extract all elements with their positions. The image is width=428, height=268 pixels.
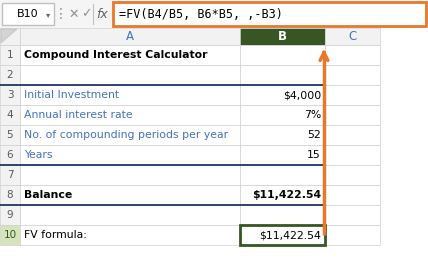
- Text: 6: 6: [7, 150, 13, 160]
- Text: 7%: 7%: [304, 110, 321, 120]
- Bar: [240, 85, 325, 105]
- Bar: [0, 145, 20, 165]
- Text: $11,422.54: $11,422.54: [259, 230, 321, 240]
- Text: fx: fx: [96, 8, 108, 20]
- Text: ⋮: ⋮: [54, 7, 68, 21]
- Text: 8: 8: [7, 190, 13, 200]
- Bar: [0, 225, 20, 245]
- Bar: [240, 28, 325, 45]
- Bar: [325, 105, 380, 125]
- Text: ▾: ▾: [46, 10, 50, 20]
- Text: No. of compounding periods per year: No. of compounding periods per year: [24, 130, 228, 140]
- Text: $4,000: $4,000: [283, 90, 321, 100]
- Bar: [325, 145, 380, 165]
- Bar: [325, 85, 380, 105]
- Bar: [0, 205, 20, 225]
- Bar: [20, 185, 240, 205]
- Text: B10: B10: [17, 9, 39, 19]
- Text: Initial Investment: Initial Investment: [24, 90, 119, 100]
- Bar: [240, 185, 325, 205]
- Text: 10: 10: [3, 230, 17, 240]
- Bar: [0, 28, 20, 45]
- Bar: [20, 105, 240, 125]
- Bar: [240, 65, 325, 85]
- Bar: [0, 185, 20, 205]
- Bar: [325, 28, 380, 45]
- Bar: [240, 105, 325, 125]
- Bar: [20, 145, 240, 165]
- Bar: [325, 125, 380, 145]
- Bar: [20, 85, 240, 105]
- Text: Years: Years: [24, 150, 53, 160]
- Bar: [325, 205, 380, 225]
- Bar: [0, 85, 20, 105]
- Bar: [20, 225, 240, 245]
- Text: Balance: Balance: [24, 190, 72, 200]
- Text: Compound Interest Calculator: Compound Interest Calculator: [24, 50, 208, 60]
- Bar: [20, 165, 240, 185]
- Bar: [113, 2, 426, 26]
- Text: ✕: ✕: [69, 8, 79, 20]
- Text: ✓: ✓: [81, 8, 91, 20]
- Text: $11,422.54: $11,422.54: [259, 230, 321, 240]
- Bar: [240, 165, 325, 185]
- Text: FV formula:: FV formula:: [24, 230, 87, 240]
- Bar: [240, 205, 325, 225]
- Bar: [325, 225, 380, 245]
- Bar: [20, 205, 240, 225]
- Text: 52: 52: [307, 130, 321, 140]
- Bar: [325, 65, 380, 85]
- Text: $11,422.54: $11,422.54: [252, 190, 321, 200]
- Bar: [325, 45, 380, 65]
- Bar: [240, 225, 325, 245]
- Text: 4: 4: [7, 110, 13, 120]
- Text: =FV(B4/B5, B6*B5, ,-B3): =FV(B4/B5, B6*B5, ,-B3): [119, 8, 283, 20]
- Text: B: B: [278, 30, 287, 43]
- Bar: [0, 165, 20, 185]
- Bar: [240, 45, 325, 65]
- Bar: [0, 0, 428, 28]
- Text: C: C: [348, 30, 357, 43]
- Bar: [325, 185, 380, 205]
- Bar: [240, 145, 325, 165]
- Bar: [20, 28, 240, 45]
- Bar: [20, 65, 240, 85]
- Bar: [0, 125, 20, 145]
- Text: 15: 15: [307, 150, 321, 160]
- Text: 9: 9: [7, 210, 13, 220]
- Text: 3: 3: [7, 90, 13, 100]
- Polygon shape: [1, 29, 17, 43]
- Text: 7: 7: [7, 170, 13, 180]
- Bar: [0, 65, 20, 85]
- Text: 2: 2: [7, 70, 13, 80]
- Bar: [20, 125, 240, 145]
- Bar: [0, 45, 20, 65]
- Bar: [20, 45, 240, 65]
- Bar: [325, 165, 380, 185]
- Text: A: A: [126, 30, 134, 43]
- Text: 5: 5: [7, 130, 13, 140]
- Bar: [240, 225, 325, 245]
- Text: 1: 1: [7, 50, 13, 60]
- Bar: [0, 105, 20, 125]
- Bar: [2, 3, 54, 25]
- Text: Annual interest rate: Annual interest rate: [24, 110, 133, 120]
- Bar: [240, 125, 325, 145]
